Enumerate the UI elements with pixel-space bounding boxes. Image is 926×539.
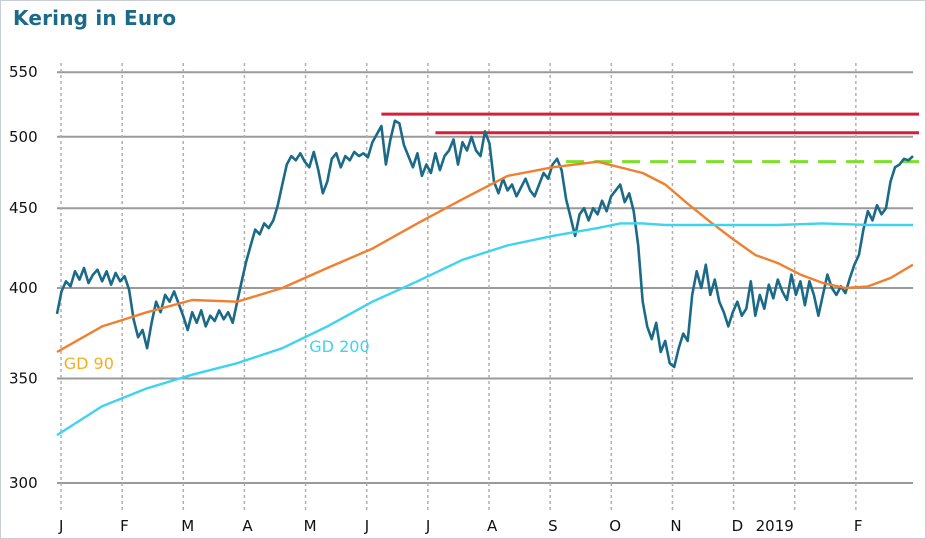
x-tick-label: M [304, 517, 317, 535]
price-line [55, 119, 914, 369]
x-tick-label: A [242, 517, 253, 535]
x-tick-label: F [120, 517, 129, 535]
x-tick-label: N [670, 517, 681, 535]
x-tick-label: F [854, 517, 863, 535]
x-tick-label: J [364, 517, 369, 535]
chart-title: Kering in Euro [13, 6, 177, 30]
y-tick-label: 350 [9, 370, 38, 388]
moving-average-200-line [56, 222, 913, 437]
y-tick-label: 300 [9, 474, 38, 492]
annotation-label: GD 200 [309, 337, 369, 356]
x-tick-label: O [609, 517, 621, 535]
x-tick-label: S [548, 517, 558, 535]
x-tick-label: M [181, 517, 194, 535]
x-tick-label: A [487, 517, 498, 535]
x-tick-label: D [732, 517, 744, 535]
y-tick-label: 400 [9, 279, 38, 297]
x-tick-label: J [425, 517, 430, 535]
y-tick-label: 450 [9, 199, 38, 217]
moving-average-90-line [56, 160, 914, 354]
y-tick-label: 500 [9, 128, 38, 146]
x-tick-label: 2019 [756, 517, 794, 535]
annotation-label: GD 90 [64, 354, 114, 373]
x-tick-label: J [58, 517, 63, 535]
y-tick-label: 550 [9, 63, 38, 81]
